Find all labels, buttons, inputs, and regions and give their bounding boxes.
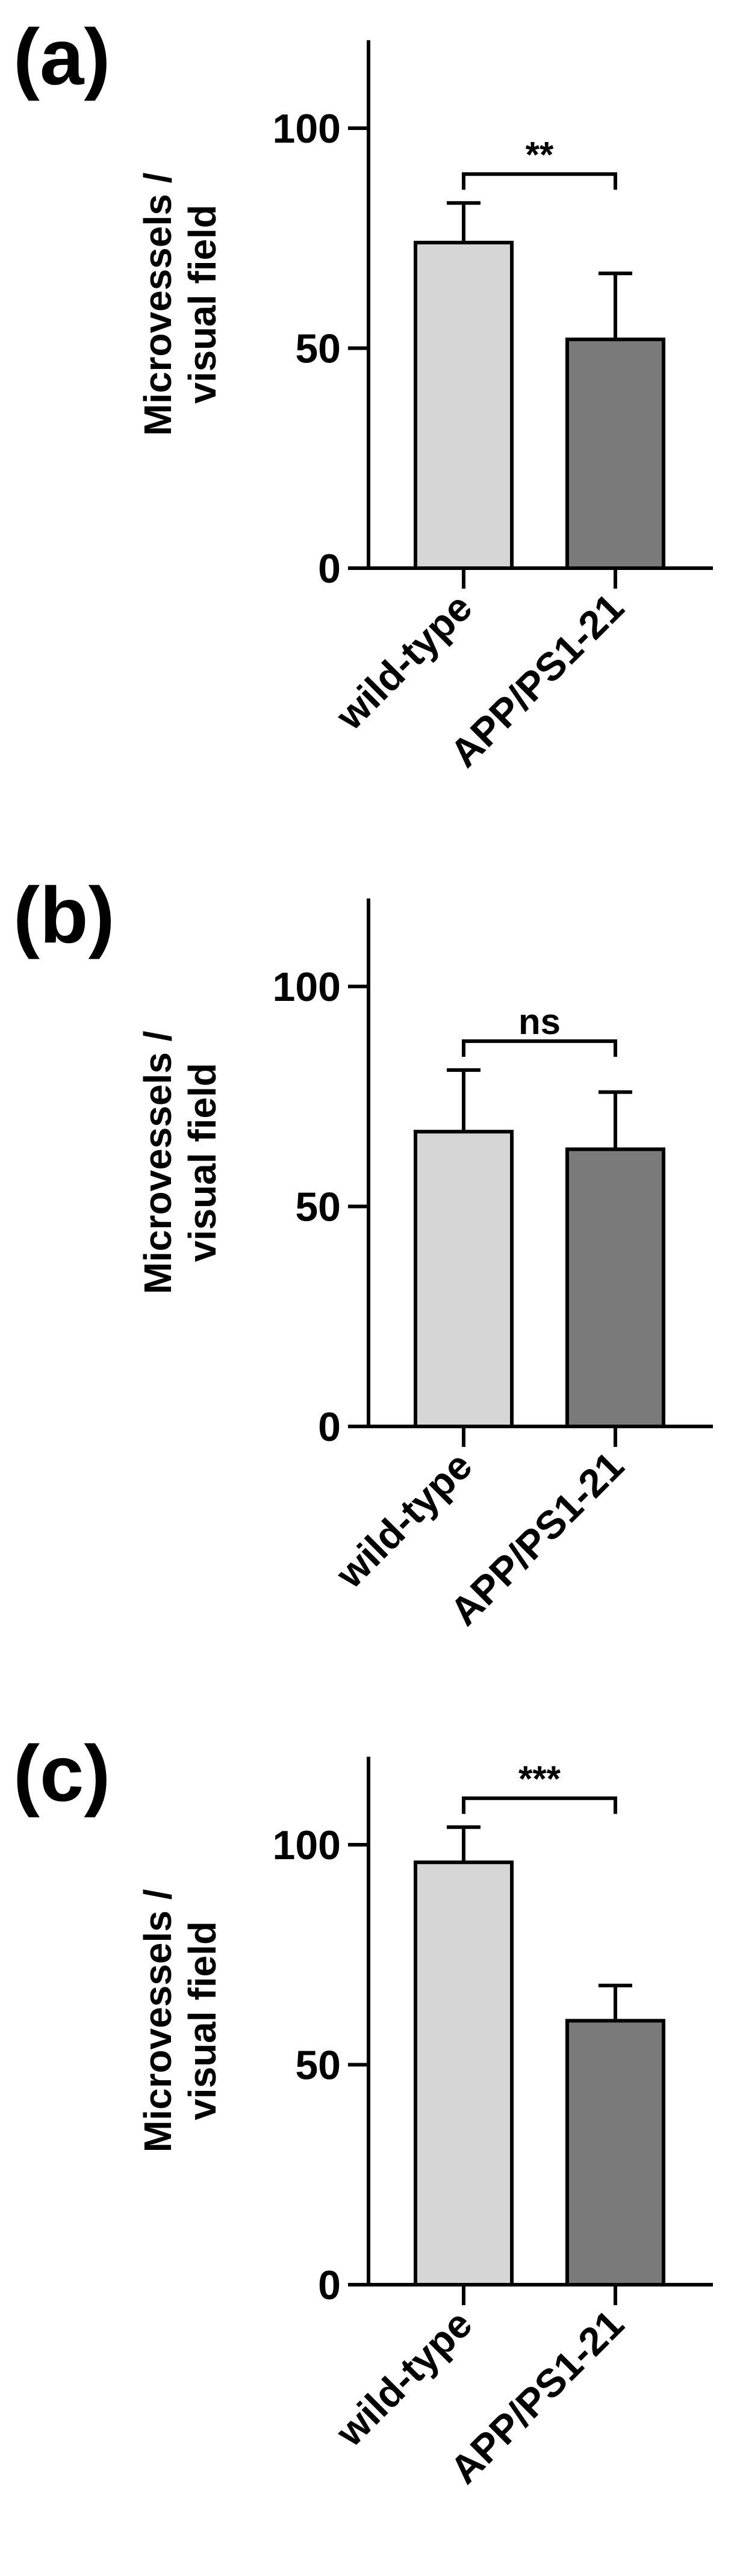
panel-label: (c): [13, 1729, 110, 1818]
y-tick-label: 0: [318, 1404, 341, 1450]
chart-panel-b: (b)Microvessels /visual field050100wild-…: [13, 871, 713, 1633]
y-axis-label: Microvessels /visual field: [136, 1030, 224, 1294]
y-axis-label-line: Microvessels /: [136, 172, 179, 436]
y-tick-label: 100: [273, 1822, 341, 1868]
chart-panel-c: (c) Microvessels /visual field 0 50 100 wild-…: [13, 1729, 713, 2492]
bar-wild-type: [414, 1860, 514, 2287]
y-tick-label: 50: [295, 326, 341, 372]
y-axis-label-line: Microvessels /: [136, 1030, 179, 1294]
bar-wild-type: [414, 1130, 514, 1428]
category-label: wild-type: [327, 1443, 480, 1597]
chart-panel-a: (a) Microvessels /visual field 0 50 100 wild-…: [13, 13, 713, 775]
bar-wild-type: [414, 241, 514, 570]
y-axis-label: Microvessels /visual field: [136, 1889, 224, 2152]
y-tick-label: 50: [295, 1184, 341, 1230]
y-axis-label: Microvessels /visual field: [136, 172, 224, 436]
y-axis-label-line: visual field: [181, 1921, 224, 2120]
panel-label: (b): [13, 871, 115, 959]
y-tick-label: 0: [318, 2262, 341, 2308]
y-tick-label: 100: [273, 964, 341, 1010]
bar-app-ps1-21: [565, 337, 665, 570]
panel-label: (a): [13, 13, 110, 101]
y-axis-label-line: visual field: [181, 1063, 224, 1262]
category-label: wild-type: [327, 585, 480, 738]
bar-app-ps1-21: [565, 2019, 665, 2287]
significance-label: ***: [518, 1759, 561, 1799]
y-tick-label: 0: [318, 546, 341, 592]
category-label: wild-type: [327, 2302, 480, 2455]
significance-label: **: [526, 134, 554, 175]
y-axis-label-line: visual field: [181, 205, 224, 404]
y-tick-label: 100: [273, 106, 341, 152]
bar-app-ps1-21: [565, 1147, 665, 1428]
significance-bracket: [462, 1796, 617, 1814]
significance-bracket: [462, 1039, 617, 1057]
significance-bracket: [462, 172, 617, 190]
y-axis-label-line: Microvessels /: [136, 1889, 179, 2152]
significance-label: ns: [518, 1002, 561, 1042]
y-tick-label: 50: [295, 2043, 341, 2088]
